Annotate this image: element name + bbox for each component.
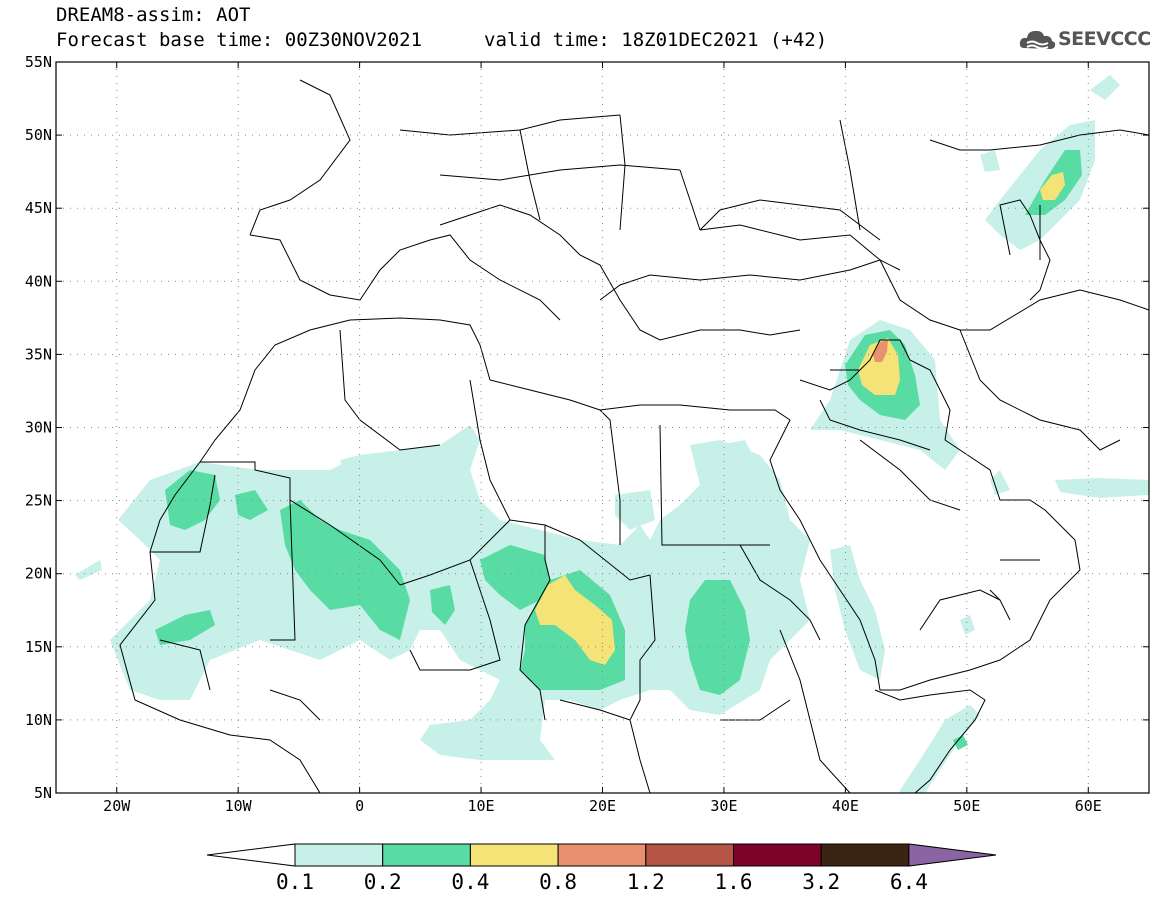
lon-tick-label: 30E <box>710 797 737 815</box>
grid-lines <box>56 62 1149 793</box>
lat-tick-label: 10N <box>25 711 52 729</box>
colorbar-label: 0.1 <box>276 870 314 894</box>
lat-tick-label: 30N <box>25 419 52 437</box>
colorbar <box>206 843 997 867</box>
lon-tick-label: 40E <box>832 797 859 815</box>
lon-tick-label: 10W <box>225 797 253 815</box>
forecast-base-time: Forecast base time: 00Z30NOV2021 <box>56 29 423 51</box>
aot-contour-0.8 <box>873 340 888 362</box>
colorbar-segment <box>294 843 384 867</box>
lon-tick-label: 10E <box>468 797 495 815</box>
lat-tick-label: 40N <box>25 272 52 290</box>
map-title: DREAM8-assim: AOT <box>56 4 251 26</box>
colorbar-segment <box>469 843 559 867</box>
lat-tick-label: 35N <box>25 345 52 363</box>
colorbar-segment <box>733 843 822 867</box>
colorbar-label: 1.2 <box>626 870 665 894</box>
colorbar-label: 0.2 <box>363 870 402 894</box>
lat-tick-label: 5N <box>34 784 52 802</box>
logo-text: SEEVCCC <box>1058 28 1151 50</box>
lat-tick-label: 20N <box>25 565 52 583</box>
borders <box>119 79 1149 793</box>
lat-tick-label: 55N <box>25 53 52 71</box>
lon-tick-label: 20E <box>589 797 616 815</box>
lat-tick-label: 50N <box>25 126 52 144</box>
lat-tick-label: 25N <box>25 492 52 510</box>
colorbar-segment <box>557 843 647 867</box>
axis-ticks <box>56 61 1149 794</box>
colorbar-high-arrow <box>908 843 997 867</box>
lat-tick-label: 15N <box>25 638 52 656</box>
lon-tick-label: 50E <box>953 797 980 815</box>
colorbar-label: 6.4 <box>889 870 928 894</box>
aot-contour-0.4 <box>535 172 1065 665</box>
colorbar-label: 0.8 <box>539 870 578 894</box>
lon-tick-label: 20W <box>103 797 131 815</box>
logo <box>1018 24 1158 56</box>
cloud-logo-icon <box>1019 30 1056 50</box>
colorbar-label: 0.4 <box>451 870 490 894</box>
colorbar-segment <box>645 843 734 867</box>
colorbar-segment <box>382 843 471 867</box>
lon-tick-label: 0 <box>355 797 364 815</box>
axis-tick-labels: 20W 10W 0 10E 20E 30E 40E 50E 60E 55N 50N 45N 40N 35N… <box>25 53 1102 815</box>
lon-tick-label: 60E <box>1075 797 1102 815</box>
colorbar-label: 1.6 <box>714 870 753 894</box>
colorbar-segment <box>820 843 910 867</box>
valid-time: valid time: 18Z01DEC2021 (+42) <box>484 29 828 51</box>
lat-tick-label: 45N <box>25 199 52 217</box>
colorbar-low-arrow <box>206 843 296 867</box>
colorbar-label: 3.2 <box>802 870 841 894</box>
